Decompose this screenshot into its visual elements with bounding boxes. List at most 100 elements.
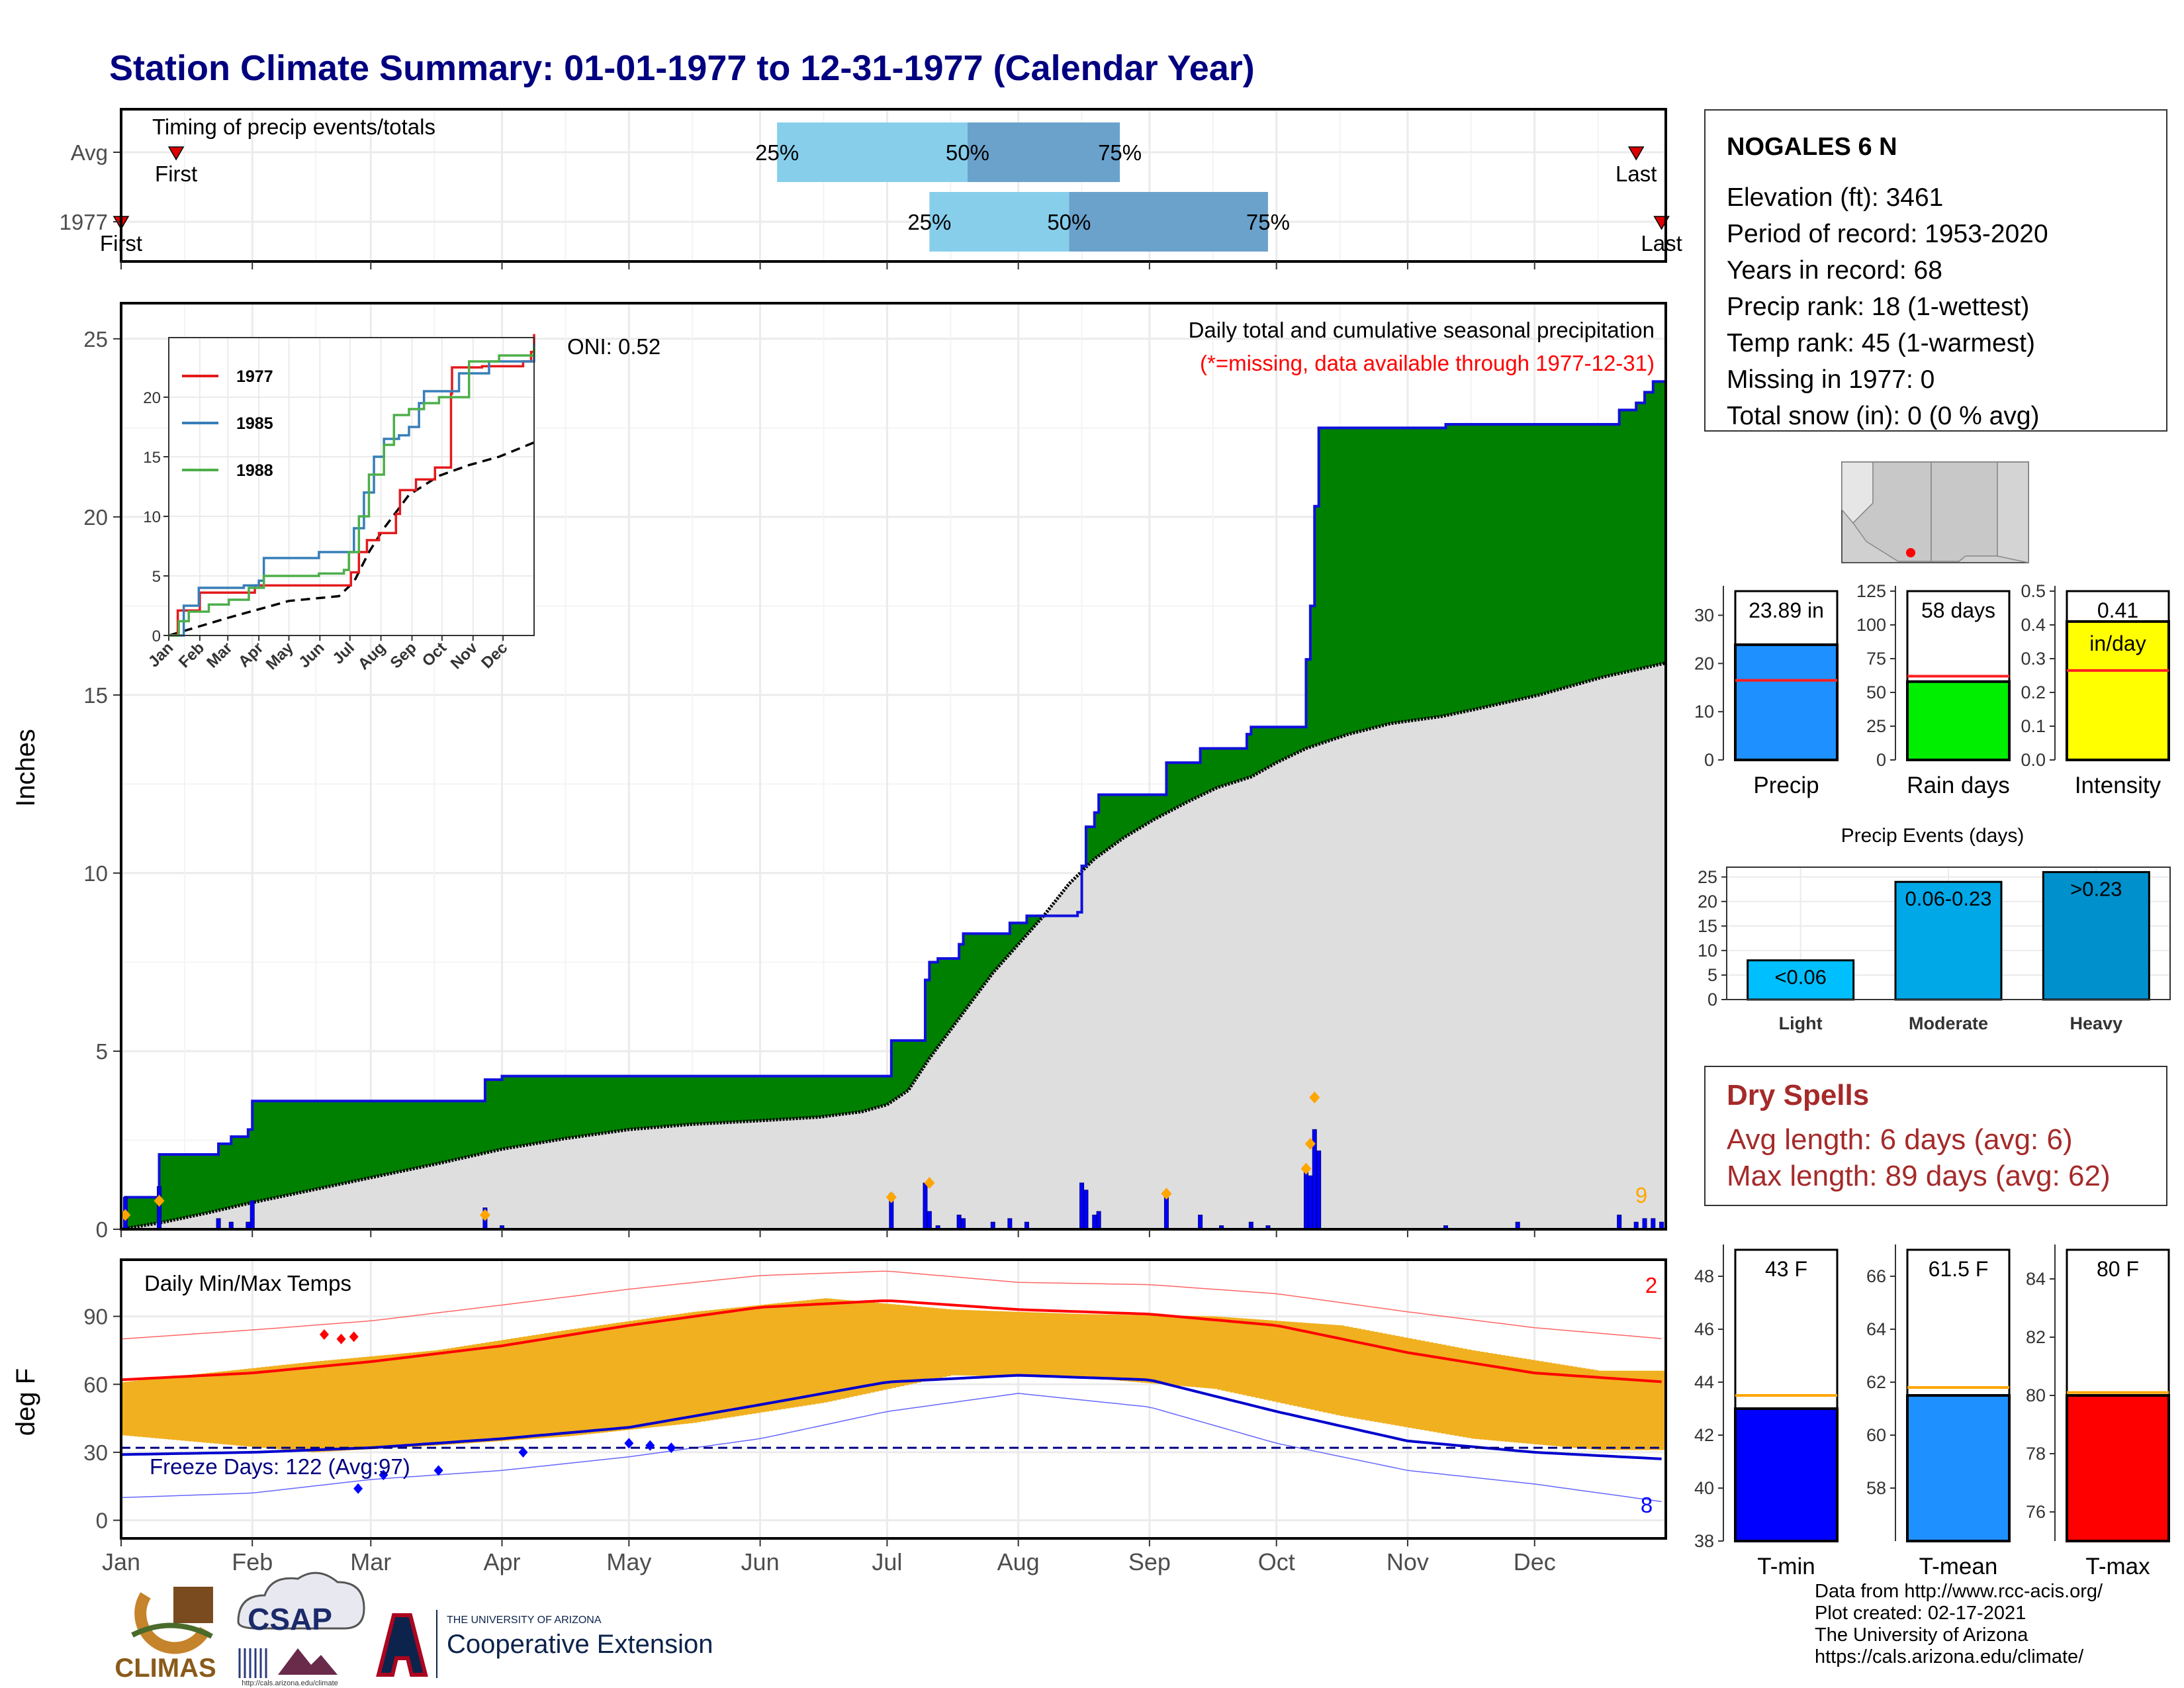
daily-temp-bar xyxy=(1649,1370,1654,1450)
daily-temp-bar xyxy=(684,1313,689,1424)
station-name: NOGALES 6 N xyxy=(1727,133,1897,161)
daily-temp-bar xyxy=(396,1354,401,1448)
precip-events-category-label: Light xyxy=(1779,1013,1823,1033)
daily-temp-bar xyxy=(371,1356,376,1449)
daily-temp-bar xyxy=(1581,1368,1586,1449)
daily-temp-bar xyxy=(1369,1331,1375,1421)
daily-temp-bar xyxy=(1251,1319,1256,1397)
daily-precip-bar xyxy=(216,1218,221,1230)
daily-temp-bar xyxy=(298,1363,304,1452)
daily-temp-bar xyxy=(286,1364,291,1450)
daily-temp-bar xyxy=(1357,1329,1362,1419)
daily-temp-bar xyxy=(231,1370,236,1446)
daily-temp-bar xyxy=(1610,1370,1615,1450)
temp-x-tick-label: Feb xyxy=(232,1548,273,1575)
daily-temp-bar xyxy=(1149,1315,1154,1383)
csap-cloud-icon xyxy=(237,1571,365,1630)
daily-temp-bar xyxy=(1246,1319,1251,1397)
daily-temp-bar xyxy=(925,1307,930,1381)
daily-precip-bar xyxy=(1617,1214,1622,1230)
temp-x-tick-label: Jan xyxy=(102,1548,140,1575)
dry-spells-box: Dry Spells Avg length: 6 days (avg: 6) M… xyxy=(1704,1066,2167,1206)
daily-temp-bar xyxy=(1124,1315,1129,1382)
daily-temp-bar xyxy=(798,1301,803,1407)
precip-events-frame xyxy=(1726,867,2171,1000)
daily-temp-bar xyxy=(358,1357,363,1450)
daily-temp-bar xyxy=(777,1303,782,1410)
location-map xyxy=(1841,461,2029,563)
daily-temp-bar xyxy=(790,1301,795,1408)
daily-temp-bar xyxy=(1636,1370,1641,1450)
daily-temp-bar xyxy=(523,1336,528,1440)
daily-temp-bar xyxy=(1267,1320,1273,1401)
daily-temp-bar xyxy=(794,1301,799,1407)
daily-precip-bar xyxy=(250,1200,255,1230)
daily-temp-bar xyxy=(641,1319,647,1429)
tmin-y-tick-label: 44 xyxy=(1694,1372,1714,1392)
daily-temp-bar xyxy=(1572,1366,1578,1448)
daily-temp-bar xyxy=(1094,1314,1099,1379)
tmean-y-tick-label: 58 xyxy=(1866,1478,1886,1498)
daily-temp-bar xyxy=(1534,1360,1539,1444)
precip_total-value-label: 23.89 in xyxy=(1749,598,1824,622)
daily-temp-bar xyxy=(1310,1323,1315,1410)
intensity-value-label: 0.41 xyxy=(2097,598,2138,622)
daily-temp-bar xyxy=(612,1323,617,1432)
daily-temp-bar xyxy=(637,1319,643,1429)
daily-temp-bar xyxy=(1081,1314,1087,1378)
daily-temp-bar xyxy=(1619,1370,1624,1450)
precip-events-bar-label: <0.06 xyxy=(1774,966,1826,989)
daily-temp-bar xyxy=(261,1367,265,1448)
daily-temp-bar xyxy=(171,1376,177,1440)
station-years: Years in record: 68 xyxy=(1727,256,1942,285)
daily-temp-bar xyxy=(883,1303,887,1390)
daily-temp-bar xyxy=(1242,1318,1248,1395)
daily-temp-bar xyxy=(1484,1352,1488,1440)
daily-temp-bar xyxy=(768,1303,774,1411)
daily-temp-bar xyxy=(772,1303,778,1411)
daily-temp-bar xyxy=(1141,1315,1146,1383)
daily-temp-bar xyxy=(1225,1317,1230,1392)
daily-temp-bar xyxy=(887,1303,892,1389)
daily-temp-bar xyxy=(633,1320,638,1430)
rain_days-x-label: Rain days xyxy=(1907,773,2010,798)
daily-temp-bar xyxy=(565,1330,570,1436)
daily-temp-bar xyxy=(1154,1315,1159,1384)
daily-temp-bar xyxy=(1340,1325,1345,1417)
daily-temp-bar xyxy=(519,1337,523,1440)
precip-y-tick-label: 5 xyxy=(96,1039,108,1064)
daily-temp-bar xyxy=(832,1299,837,1401)
daily-temp-bar xyxy=(1653,1370,1658,1450)
precip-events-y-tick-label: 20 xyxy=(1698,892,1717,912)
temp-record-low-marker xyxy=(666,1442,676,1454)
daily-temp-bar xyxy=(442,1348,447,1445)
precip_total-y-tick-label: 0 xyxy=(1704,750,1714,770)
station-missing: Missing in 1977: 0 xyxy=(1727,365,1935,394)
daily-temp-bar xyxy=(514,1338,520,1440)
daily-temp-bar xyxy=(972,1310,977,1376)
daily-temp-bar xyxy=(201,1373,206,1443)
daily-temp-bar xyxy=(1056,1313,1062,1378)
temp-y-tick-label: 90 xyxy=(83,1305,108,1329)
timing-label-75: 75% xyxy=(1246,210,1290,234)
daily-temp-bar xyxy=(917,1306,922,1383)
daily-temp-bar xyxy=(574,1329,579,1436)
temp-record-high-marker xyxy=(349,1331,359,1342)
credit-university: The University of Arizona xyxy=(1815,1624,2028,1646)
panel-tmin: 38 40 42 44 46 48 43 F T-min xyxy=(1694,1244,1849,1579)
daily-temp-bar xyxy=(764,1304,769,1412)
climas-logo-block xyxy=(173,1587,213,1623)
daily-temp-bar xyxy=(942,1309,947,1378)
daily-temp-bar xyxy=(324,1360,329,1452)
daily-temp-bar xyxy=(1132,1315,1138,1382)
timing-label-75: 75% xyxy=(1098,140,1142,165)
csap-url-text: http://cals.arizona.edu/climate xyxy=(242,1679,338,1687)
timing-title: Timing of precip events/totals xyxy=(152,115,435,139)
record-high-count: 2 xyxy=(1645,1273,1657,1297)
daily-temp-bar xyxy=(903,1305,909,1385)
daily-temp-bar xyxy=(1331,1325,1336,1415)
daily-temp-bar xyxy=(988,1311,993,1376)
tmax-y-tick-label: 78 xyxy=(2026,1444,2046,1464)
precip-record-marker xyxy=(1161,1188,1172,1200)
daily-temp-bar xyxy=(1471,1350,1476,1439)
